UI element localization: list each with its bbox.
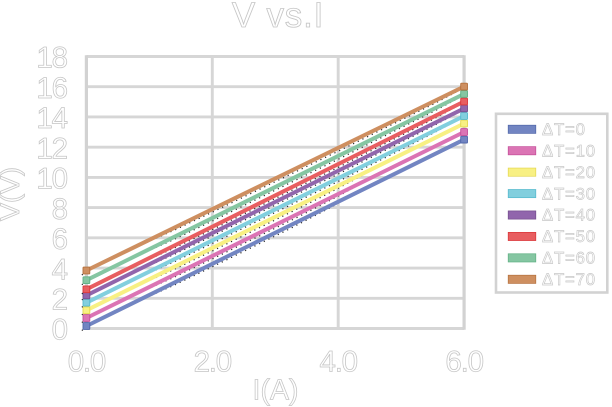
svg-text:18: 18 bbox=[36, 42, 67, 75]
svg-text:4: 4 bbox=[52, 253, 68, 286]
svg-text:6: 6 bbox=[52, 223, 68, 256]
svg-text:2.0: 2.0 bbox=[194, 346, 232, 379]
svg-text:V vs.I: V vs.I bbox=[232, 0, 324, 35]
svg-text:8: 8 bbox=[52, 193, 68, 226]
svg-text:14: 14 bbox=[36, 102, 67, 135]
svg-text:10: 10 bbox=[36, 163, 67, 196]
svg-text:ΔT=0: ΔT=0 bbox=[542, 120, 586, 139]
svg-text:ΔT=70: ΔT=70 bbox=[542, 270, 596, 289]
svg-text:2: 2 bbox=[52, 284, 67, 317]
svg-text:ΔT=20: ΔT=20 bbox=[542, 163, 596, 182]
svg-text:0: 0 bbox=[52, 314, 68, 347]
svg-text:V(V): V(V) bbox=[0, 167, 25, 221]
svg-text:I(A): I(A) bbox=[253, 375, 299, 407]
svg-text:ΔT=30: ΔT=30 bbox=[542, 184, 596, 203]
svg-text:12: 12 bbox=[36, 132, 66, 165]
svg-text:6.0: 6.0 bbox=[445, 346, 483, 379]
svg-text:0.0: 0.0 bbox=[68, 346, 106, 379]
svg-text:ΔT=50: ΔT=50 bbox=[542, 227, 596, 246]
svg-text:4.0: 4.0 bbox=[319, 346, 357, 379]
svg-text:ΔT=60: ΔT=60 bbox=[542, 249, 596, 268]
svg-text:16: 16 bbox=[36, 72, 67, 105]
svg-text:ΔT=40: ΔT=40 bbox=[542, 206, 596, 225]
svg-text:ΔT=10: ΔT=10 bbox=[542, 141, 596, 160]
